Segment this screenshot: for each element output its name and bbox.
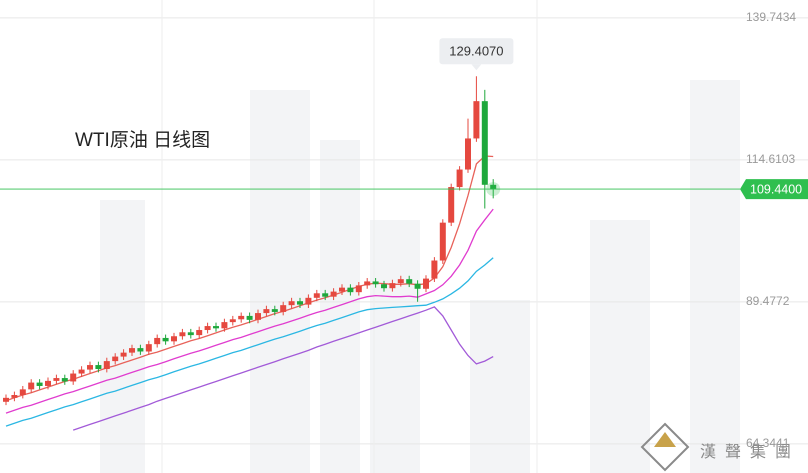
- candle-body: [439, 222, 446, 261]
- candle-body: [171, 336, 177, 342]
- candle-body: [406, 279, 413, 284]
- candle-body: [229, 319, 236, 323]
- candle-body: [87, 365, 93, 370]
- candle-body: [53, 378, 60, 381]
- candle-body: [3, 397, 9, 402]
- brand: 漢聲集團: [700, 443, 800, 461]
- candle-body: [129, 348, 135, 353]
- candle-body: [364, 281, 371, 286]
- candle-body: [145, 344, 152, 352]
- candle-body: [397, 279, 404, 284]
- candle-body: [204, 326, 211, 331]
- candle-body: [19, 389, 26, 396]
- candle-body: [221, 322, 228, 329]
- candle-body: [263, 309, 270, 314]
- candle-body: [162, 337, 169, 342]
- ma-line: [5, 155, 494, 402]
- candle-body: [154, 337, 161, 345]
- candle-body: [305, 297, 312, 305]
- peak-pointer: [471, 64, 482, 71]
- candle-body: [36, 382, 43, 386]
- candle-body: [372, 281, 379, 285]
- candle-body: [238, 315, 245, 320]
- current-price-label: 109.4400: [750, 182, 802, 196]
- candle-body: [313, 293, 320, 298]
- y-tick-label: 64.3441: [746, 436, 790, 450]
- candle-body: [473, 101, 480, 139]
- y-tick-label: 89.4772: [746, 294, 790, 308]
- candle-body: [481, 101, 488, 185]
- candle-body: [381, 284, 387, 289]
- candle-body: [448, 187, 455, 223]
- candle-body: [339, 287, 345, 292]
- candle-body: [465, 138, 471, 170]
- candle-body: [431, 260, 438, 279]
- current-price-glow: [486, 182, 501, 197]
- candle-body: [255, 313, 261, 320]
- candle-body: [288, 301, 295, 306]
- y-tick-label: 114.6103: [746, 152, 795, 166]
- candle-body: [330, 291, 337, 297]
- ma-line: [5, 257, 494, 427]
- peak-label: 129.4070: [449, 44, 503, 59]
- candle-body: [213, 326, 219, 329]
- candle-body: [70, 373, 77, 382]
- candle-body: [389, 283, 396, 289]
- candle-body: [490, 184, 497, 190]
- candle-body: [11, 395, 18, 398]
- candle-body: [179, 332, 186, 337]
- candle-body: [280, 305, 287, 312]
- logo: 漢聲集團: [640, 422, 800, 472]
- y-tick-label: 139.7434: [746, 10, 796, 24]
- background-watermark: [100, 80, 740, 473]
- ma-line: [5, 208, 494, 414]
- candle-body: [456, 169, 463, 188]
- current-price-badge: [740, 179, 808, 200]
- candle-body: [347, 287, 354, 293]
- candle-body: [120, 352, 127, 357]
- candle-body: [45, 380, 51, 386]
- ma-line: [72, 306, 494, 431]
- peak-box: [439, 38, 514, 65]
- candle-body: [112, 356, 119, 362]
- candle-body: [95, 365, 102, 370]
- candle-body: [246, 315, 253, 320]
- candle-body: [355, 285, 362, 293]
- candle-body: [78, 369, 85, 374]
- plot: [3, 76, 497, 431]
- candle-body: [137, 348, 144, 352]
- candle-body: [196, 330, 203, 336]
- candle-body: [297, 301, 303, 305]
- candle-body: [423, 278, 429, 289]
- candle-body: [414, 283, 421, 289]
- candle-body: [322, 293, 329, 297]
- candle-body: [271, 309, 278, 312]
- chart-title: WTI原油 日线图: [75, 129, 210, 151]
- candle-body: [103, 361, 110, 370]
- candle-body: [28, 382, 35, 390]
- candle-body: [61, 378, 68, 382]
- candle-body: [187, 332, 194, 336]
